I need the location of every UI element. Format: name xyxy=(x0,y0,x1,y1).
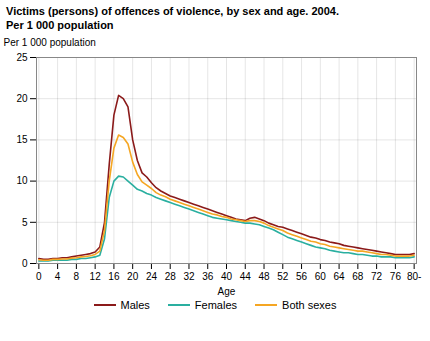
svg-text:4: 4 xyxy=(55,270,61,281)
svg-text:80-: 80- xyxy=(407,270,421,281)
svg-text:44: 44 xyxy=(240,270,252,281)
svg-text:40: 40 xyxy=(221,270,233,281)
html-text:Victims (persons) of offences: Victims (persons) of offences of violenc… xyxy=(6,5,339,32)
svg-text:64: 64 xyxy=(334,270,346,281)
svg-text:16: 16 xyxy=(108,270,120,281)
svg-text:12: 12 xyxy=(90,270,102,281)
svg-text:Age: Age xyxy=(218,285,236,296)
svg-text:48: 48 xyxy=(258,270,270,281)
svg-text:24: 24 xyxy=(146,270,158,281)
svg-text:8: 8 xyxy=(74,270,80,281)
svg-text:0: 0 xyxy=(22,257,28,268)
svg-text:56: 56 xyxy=(296,270,308,281)
svg-text:72: 72 xyxy=(371,270,383,281)
svg-text:0: 0 xyxy=(36,270,42,281)
svg-text:60: 60 xyxy=(315,270,327,281)
html-text:Both sexes: Both sexes xyxy=(282,298,337,311)
svg-text:Per 1 000 population: Per 1 000 population xyxy=(4,36,96,47)
html-text:Females: Females xyxy=(194,298,237,311)
svg-text:25: 25 xyxy=(16,51,28,62)
svg-text:76: 76 xyxy=(390,270,402,281)
svg-text:68: 68 xyxy=(352,270,364,281)
svg-text:36: 36 xyxy=(202,270,214,281)
svg-text:52: 52 xyxy=(277,270,289,281)
html-text:Males: Males xyxy=(120,298,150,311)
svg-text:28: 28 xyxy=(165,270,177,281)
svg-text:15: 15 xyxy=(16,134,28,145)
svg-text:10: 10 xyxy=(16,175,28,186)
svg-text:20: 20 xyxy=(127,270,139,281)
svg-text:32: 32 xyxy=(183,270,195,281)
svg-text:20: 20 xyxy=(16,92,28,103)
svg-text:5: 5 xyxy=(22,216,28,227)
